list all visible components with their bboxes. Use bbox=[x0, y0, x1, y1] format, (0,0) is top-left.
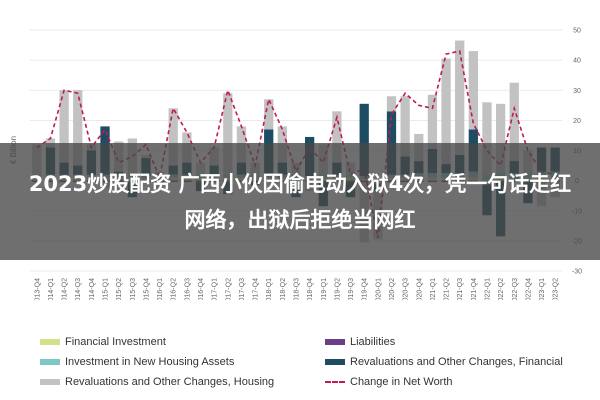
legend-label: Change in Net Worth bbox=[350, 376, 453, 388]
legend-label: Liabilities bbox=[350, 336, 396, 348]
x-tick-label: 2018-Q4 bbox=[307, 278, 314, 300]
x-tick-label: 2020-Q2 bbox=[389, 278, 396, 300]
legend-item-liabilities: Liabilities bbox=[325, 336, 395, 348]
x-tick-label: 2015-Q1 bbox=[103, 278, 110, 300]
x-axis-ticks: 2013-Q4 2014-Q1 2014-Q2 2014-Q3 2014-Q4 2015-… bbox=[34, 278, 559, 300]
x-tick-label: 2016-Q2 bbox=[171, 278, 178, 300]
x-tick-label: 2015-Q3 bbox=[130, 278, 137, 300]
headline-text: 2023炒股配资 广西小伙因偷电动入狱4次，凭一句话走红网络，出狱后拒绝当网红 bbox=[28, 171, 572, 232]
y-tick-label: 50 bbox=[573, 28, 581, 35]
x-tick-label: 2021-Q3 bbox=[457, 278, 464, 300]
bar-revaluations-and-other-changes-housing bbox=[482, 102, 492, 175]
x-tick-label: 2020-Q3 bbox=[403, 278, 410, 300]
x-tick-label: 2019-Q2 bbox=[334, 278, 341, 300]
x-tick-label: 2016-Q3 bbox=[184, 278, 191, 300]
bar-revaluations-and-other-changes-housing bbox=[59, 90, 69, 163]
bar-revaluations-and-other-changes-housing bbox=[455, 40, 465, 156]
legend-label: Financial Investment bbox=[65, 336, 166, 348]
x-tick-label: 2016-Q4 bbox=[198, 278, 205, 300]
x-tick-label: 2014-Q4 bbox=[89, 278, 96, 300]
headline-overlay: 2023炒股配资 广西小伙因偷电动入狱4次，凭一句话走红网络，出狱后拒绝当网红 bbox=[0, 143, 600, 260]
x-tick-label: 2014-Q1 bbox=[48, 278, 55, 300]
y-tick-label: -30 bbox=[572, 269, 582, 276]
bar-revaluations-and-other-changes-housing bbox=[168, 108, 178, 166]
chart-legend: Financial Investment Liabilities Investm… bbox=[0, 330, 600, 400]
x-tick-label: 2015-Q2 bbox=[116, 278, 123, 300]
legend-swatch bbox=[325, 359, 345, 365]
x-tick-label: 2020-Q4 bbox=[416, 278, 423, 300]
x-tick-label: 2019-Q1 bbox=[321, 278, 328, 300]
legend-swatch bbox=[40, 359, 60, 365]
bar-revaluations-and-other-changes-housing bbox=[495, 103, 506, 174]
x-tick-label: 2021-Q4 bbox=[471, 278, 478, 300]
legend-label: Investment in New Housing Assets bbox=[65, 356, 235, 368]
x-tick-label: 2017-Q1 bbox=[212, 278, 219, 300]
x-tick-label: 2022-Q3 bbox=[512, 278, 519, 300]
bar-revaluations-and-other-changes-financial bbox=[359, 103, 369, 177]
bar-revaluations-and-other-changes-housing bbox=[73, 90, 83, 166]
bar-revaluations-and-other-changes-housing bbox=[386, 96, 397, 112]
legend-label: Revaluations and Other Changes, Financia… bbox=[350, 356, 563, 368]
x-tick-label: 2018-Q1 bbox=[266, 278, 273, 300]
x-tick-label: 2019-Q3 bbox=[348, 278, 355, 300]
legend-item-revaluations-financial: Revaluations and Other Changes, Financia… bbox=[325, 356, 563, 368]
legend-item-financial-investment: Financial Investment bbox=[40, 336, 166, 348]
x-tick-label: 2018-Q3 bbox=[294, 278, 301, 300]
x-tick-label: 2022-Q1 bbox=[484, 278, 491, 300]
x-tick-label: 2017-Q3 bbox=[239, 278, 246, 300]
x-tick-label: 2014-Q2 bbox=[62, 278, 69, 300]
x-tick-label: 2018-Q2 bbox=[280, 278, 287, 300]
x-tick-label: 2019-Q4 bbox=[362, 278, 369, 300]
x-tick-label: 2017-Q4 bbox=[253, 278, 260, 300]
legend-swatch bbox=[40, 339, 60, 345]
bar-revaluations-and-other-changes-housing bbox=[468, 51, 478, 130]
bar-revaluations-and-other-changes-housing bbox=[427, 94, 438, 149]
legend-swatch bbox=[40, 379, 60, 385]
bar-revaluations-and-other-changes-housing bbox=[264, 99, 274, 130]
bar-revaluations-and-other-changes-housing bbox=[509, 82, 519, 162]
x-tick-label: 2021-Q2 bbox=[444, 278, 451, 300]
legend-item-new-housing: Investment in New Housing Assets bbox=[40, 356, 234, 368]
bar-revaluations-and-other-changes-housing bbox=[223, 93, 233, 175]
bar-revaluations-and-other-changes-housing bbox=[400, 96, 410, 157]
bar-revaluations-and-other-changes-housing bbox=[441, 58, 451, 165]
legend-dash bbox=[325, 381, 345, 383]
x-tick-label: 2022-Q2 bbox=[498, 278, 505, 300]
y-tick-label: 30 bbox=[573, 88, 581, 95]
legend-item-revaluations-housing: Revaluations and Other Changes, Housing bbox=[40, 376, 274, 388]
x-tick-label: 2017-Q2 bbox=[225, 278, 232, 300]
legend-swatch bbox=[325, 339, 345, 345]
legend-label: Revaluations and Other Changes, Housing bbox=[65, 376, 275, 388]
bar-revaluations-and-other-changes-housing bbox=[45, 138, 56, 148]
x-tick-label: 2015-Q4 bbox=[143, 278, 150, 300]
bar-revaluations-and-other-changes-financial bbox=[386, 111, 397, 175]
y-tick-label: 40 bbox=[573, 58, 581, 65]
x-tick-label: 2020-Q1 bbox=[375, 278, 382, 300]
x-tick-label: 2023-Q1 bbox=[539, 278, 546, 300]
x-tick-label: 2016-Q1 bbox=[157, 278, 164, 300]
x-tick-label: 2022-Q4 bbox=[525, 278, 532, 300]
x-tick-label: 2013-Q4 bbox=[34, 278, 41, 300]
x-tick-label: 2023-Q2 bbox=[553, 278, 560, 300]
y-tick-label: 20 bbox=[573, 118, 581, 125]
x-tick-label: 2021-Q1 bbox=[430, 278, 437, 300]
legend-item-net-worth: Change in Net Worth bbox=[325, 376, 453, 388]
bar-revaluations-and-other-changes-housing bbox=[332, 111, 342, 163]
x-tick-label: 2014-Q3 bbox=[75, 278, 82, 300]
